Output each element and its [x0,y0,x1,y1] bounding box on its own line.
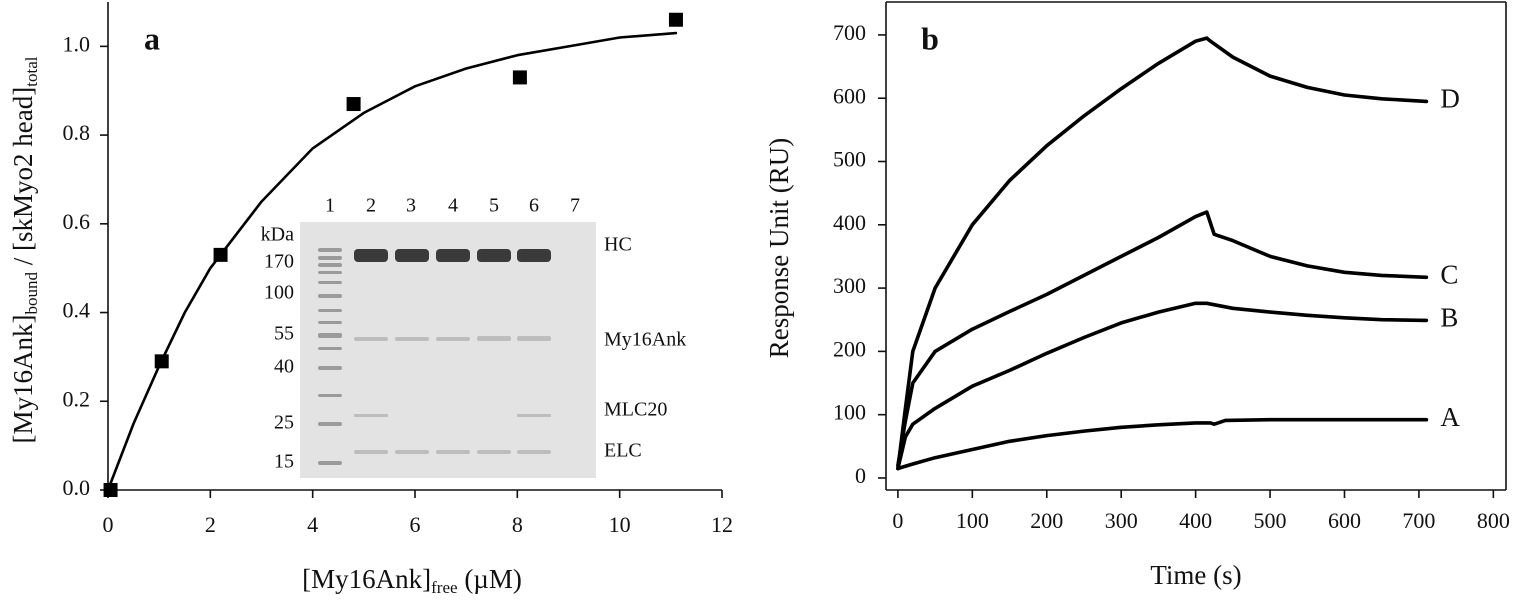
lane-label: 6 [529,195,539,217]
x-tick-label: 10 [609,512,631,537]
y-tick-label: 600 [833,83,866,108]
series-label: D [1440,84,1460,114]
panel-label: b [921,20,939,56]
band-label: MLC20 [604,399,667,421]
gel-inset: 1 2 3 4 5 6 7 kDa 170 100 55 40 25 15 HC… [261,195,686,478]
ladder [318,248,342,465]
data-point [668,12,683,27]
lane-label: 5 [489,195,499,217]
x-tick-label: 200 [1030,508,1063,533]
data-line [106,31,678,492]
y-label-part: / [skMyo2 head] [8,87,38,272]
data-line [896,210,1429,468]
marker-label: 170 [264,251,294,273]
y-tick-label: 500 [833,147,866,172]
x-label-part: [My16Ank] [302,564,431,594]
x-tick-label: 600 [1328,508,1361,533]
x-label-subscript: free [431,578,457,597]
gel-background [300,222,596,478]
lane-label: 4 [448,195,458,217]
y-axis-label: Response Unit (RU) [764,138,794,358]
x-tick-label: 0 [892,508,903,533]
y-tick-label: 700 [833,20,866,45]
y-tick-label: 400 [833,210,866,235]
series-label: A [1440,402,1460,432]
band-label: HC [604,234,632,256]
marker-label: 15 [274,451,294,473]
y-tick-label: 0.2 [63,386,91,411]
x-tick-label: 500 [1254,508,1287,533]
panel-label: a [144,20,160,56]
x-tick-label: 8 [512,512,523,537]
y-axis-label: [My16Ank]bound / [skMyo2 head]total [8,56,41,443]
x-tick-label: 6 [410,512,421,537]
x-tick-label: 0 [103,512,114,537]
y-label-subscript: bound [22,271,41,314]
y-label-subscript: total [22,56,41,86]
faint-bands [354,336,551,454]
lane-label: 1 [325,195,335,217]
data-point [512,70,527,85]
marker-label: 40 [274,356,294,378]
y-tick-label: 0.4 [63,298,91,323]
band-label: My16Ank [604,329,686,351]
data-point [103,483,118,497]
series-label: B [1440,303,1458,333]
y-tick-label: 300 [833,273,866,298]
hc-bands [354,249,551,262]
series-label: C [1440,260,1458,290]
band-label: ELC [604,440,642,462]
x-tick-label: 800 [1477,508,1510,533]
x-tick-label: 12 [711,512,733,537]
x-axis-label: Time (s) [1150,560,1241,590]
marker-label: 100 [264,282,294,304]
y-label-part: [My16Ank] [8,314,38,443]
data-line [896,301,1429,471]
x-tick-label: 400 [1179,508,1212,533]
x-tick-label: 300 [1105,508,1138,533]
y-tick-label: 0 [855,463,866,488]
y-tick-label: 0.8 [63,120,91,145]
y-tick-label: 0.6 [63,209,91,234]
lane-label: 2 [366,195,376,217]
data-line [896,417,1429,471]
marker-label: 25 [274,412,294,434]
y-tick-label: 1.0 [63,31,91,56]
x-tick-label: 100 [956,508,989,533]
x-tick-label: 700 [1402,508,1435,533]
data-point [346,97,361,112]
x-axis-label: [My16Ank]free (µM) [302,564,522,597]
x-tick-label: 4 [307,512,318,537]
x-label-part: (µM) [458,564,522,594]
marker-label: 55 [274,323,294,345]
x-tick-label: 2 [205,512,216,537]
marker-unit: kDa [261,224,294,246]
lane-label: 3 [406,195,416,217]
y-tick-label: 100 [833,400,866,425]
y-tick-label: 0.0 [63,475,91,500]
y-tick-label: 200 [833,336,866,361]
data-line [896,36,1429,471]
lane-label: 7 [570,195,580,217]
